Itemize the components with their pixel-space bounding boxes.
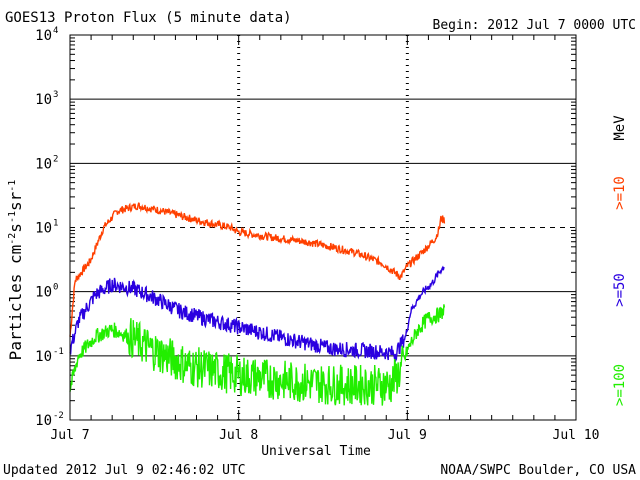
series-line-ge100 (69, 304, 446, 406)
x-tick-label: Jul 9 (388, 428, 427, 443)
begin-label: Begin: 2012 Jul 7 0000 UTC (433, 18, 637, 33)
y-tick-label: 10 (35, 413, 52, 429)
updated-timestamp: Updated 2012 Jul 9 02:46:02 UTC (3, 463, 246, 478)
x-tick-label: Jul 7 (50, 428, 89, 443)
series-line-ge10 (69, 202, 446, 337)
y-tick-label: 10 (35, 156, 52, 172)
y-tick-exponent: -2 (53, 411, 64, 421)
y-tick-exponent: 0 (53, 283, 58, 293)
legend-ge100: >=100 (612, 364, 628, 406)
y-label-mid-2: sr (6, 191, 25, 211)
y-label-mid-1: s (6, 223, 25, 233)
x-axis-label: Universal Time (261, 444, 371, 459)
y-label-sup-1: -2 (7, 233, 18, 245)
y-tick-exponent: 1 (53, 219, 58, 229)
y-tick-label: 10 (35, 349, 52, 365)
y-label-sup-2: -1 (7, 211, 18, 223)
y-label-main: Particles cm (6, 245, 25, 361)
series-line-ge50 (69, 265, 445, 363)
y-tick-exponent: 3 (53, 90, 58, 100)
chart-title: GOES13 Proton Flux (5 minute data) (5, 10, 292, 26)
legend-ge50: >=50 (612, 273, 628, 307)
x-tick-label: Jul 8 (219, 428, 258, 443)
y-axis-label: Particles cm-2s-1sr-1 (6, 180, 25, 361)
y-tick-exponent: 4 (53, 26, 58, 36)
mev-label: MeV (612, 115, 628, 141)
y-tick-exponent: 2 (53, 154, 58, 164)
series-layer (69, 202, 446, 406)
grid-lines (69, 35, 577, 420)
x-tick-labels: Jul 7 Jul 8 Jul 9 Jul 10 (50, 428, 599, 443)
source-label: NOAA/SWPC Boulder, CO USA (440, 463, 636, 478)
y-tick-label: 10 (35, 92, 52, 108)
y-label-sup-3: -1 (7, 180, 18, 192)
y-tick-label: 10 (35, 221, 52, 237)
x-tick-label: Jul 10 (553, 428, 600, 443)
legend-ge10: >=10 (612, 176, 628, 210)
y-tick-label: 10 (35, 285, 52, 301)
plot-frame (69, 34, 577, 421)
y-tick-exponent: -1 (53, 347, 64, 357)
y-tick-label: 10 (35, 28, 52, 44)
